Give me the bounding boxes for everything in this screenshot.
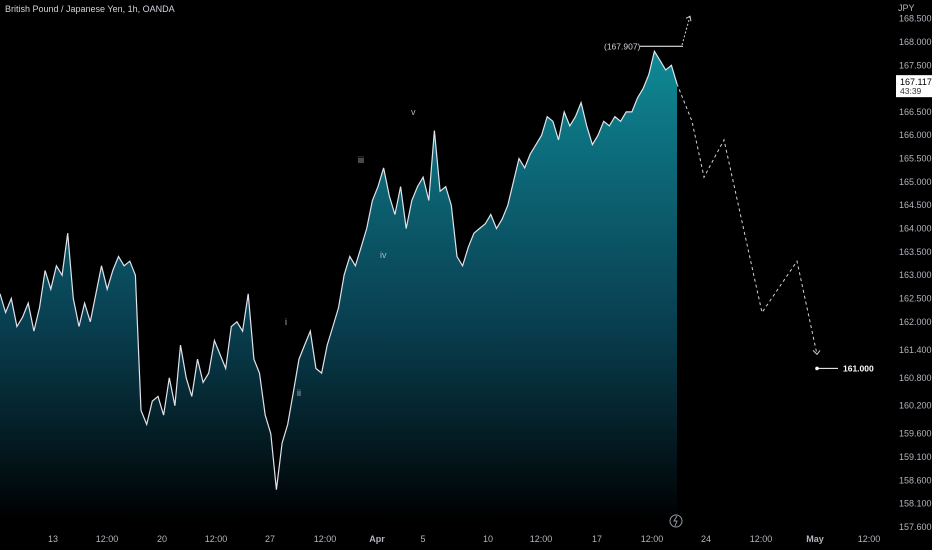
y-tick-label: 165.500 — [899, 154, 932, 164]
wave-label: v — [411, 107, 416, 117]
projection-up-line — [681, 16, 691, 46]
x-tick-label: 5 — [420, 534, 425, 544]
x-tick-label: 12:00 — [314, 534, 337, 544]
x-tick-label: 27 — [265, 534, 275, 544]
x-tick-label: Apr — [369, 534, 385, 544]
y-tick-label: 159.600 — [899, 429, 932, 439]
x-tick-label: 17 — [592, 534, 602, 544]
y-tick-label: 167.500 — [899, 60, 932, 70]
y-tick-label: 168.000 — [899, 37, 932, 47]
target-dot — [815, 366, 819, 371]
y-tick-label: 160.800 — [899, 373, 932, 383]
arrow-up-icon — [685, 15, 692, 22]
current-price-label: 167.117 — [900, 77, 932, 87]
x-tick-label: 13 — [48, 534, 58, 544]
y-tick-label: 157.600 — [899, 522, 932, 532]
projection-dashed-line — [676, 83, 818, 355]
wave-label: iv — [380, 250, 387, 260]
y-tick-label: 168.500 — [899, 14, 932, 24]
price-axis: JPY 157.600 158.100 158.600 159.100 159.600 1… — [896, 3, 932, 532]
y-tick-label: 162.500 — [899, 293, 932, 303]
x-tick-label: 20 — [157, 534, 167, 544]
symbol-title: British Pound / Japanese Yen, 1h, OANDA — [5, 4, 175, 14]
high-price-label: (167.907) — [604, 41, 641, 51]
arrow-down-icon — [812, 350, 821, 356]
x-tick-label: 12:00 — [641, 534, 664, 544]
y-tick-label: 166.000 — [899, 130, 932, 140]
x-tick-label: 12:00 — [530, 534, 553, 544]
wave-label: iii — [358, 155, 364, 165]
y-tick-label: 163.500 — [899, 247, 932, 257]
wave-label: i — [285, 317, 287, 327]
projection-path — [676, 15, 821, 356]
x-tick-label: 12:00 — [96, 534, 119, 544]
lightning-icon — [669, 514, 683, 528]
countdown-label: 43:39 — [900, 86, 922, 96]
wave-label: ii — [297, 388, 301, 398]
x-tick-label: 12:00 — [205, 534, 228, 544]
x-tick-label: 12:00 — [858, 534, 881, 544]
target-price-label: 161.000 — [843, 363, 874, 373]
x-tick-label: 10 — [483, 534, 493, 544]
y-tick-label: 160.200 — [899, 401, 932, 411]
y-tick-label: 158.600 — [899, 475, 932, 485]
y-tick-label: 161.400 — [899, 345, 932, 355]
price-area-fill — [0, 51, 677, 521]
time-axis: 13 12:00 20 12:00 27 12:00 Apr 5 10 12:00 17 12:00 2… — [48, 534, 880, 544]
x-tick-label: May — [806, 534, 824, 544]
x-tick-label: 12:00 — [750, 534, 773, 544]
y-tick-label: 162.000 — [899, 317, 932, 327]
y-tick-label: 164.000 — [899, 224, 932, 234]
price-area — [0, 51, 677, 521]
y-tick-label: 159.100 — [899, 452, 932, 462]
y-tick-label: 158.100 — [899, 499, 932, 509]
price-line — [0, 49, 678, 490]
y-tick-label: 164.500 — [899, 200, 932, 210]
currency-label: JPY — [898, 3, 915, 13]
lightning-bolt — [673, 515, 678, 527]
y-tick-label: 165.000 — [899, 177, 932, 187]
current-price-badge — [896, 75, 932, 98]
y-tick-label: 166.500 — [899, 107, 932, 117]
y-tick-label: 163.000 — [899, 270, 932, 280]
x-tick-label: 24 — [701, 534, 711, 544]
price-series-line — [0, 49, 678, 490]
